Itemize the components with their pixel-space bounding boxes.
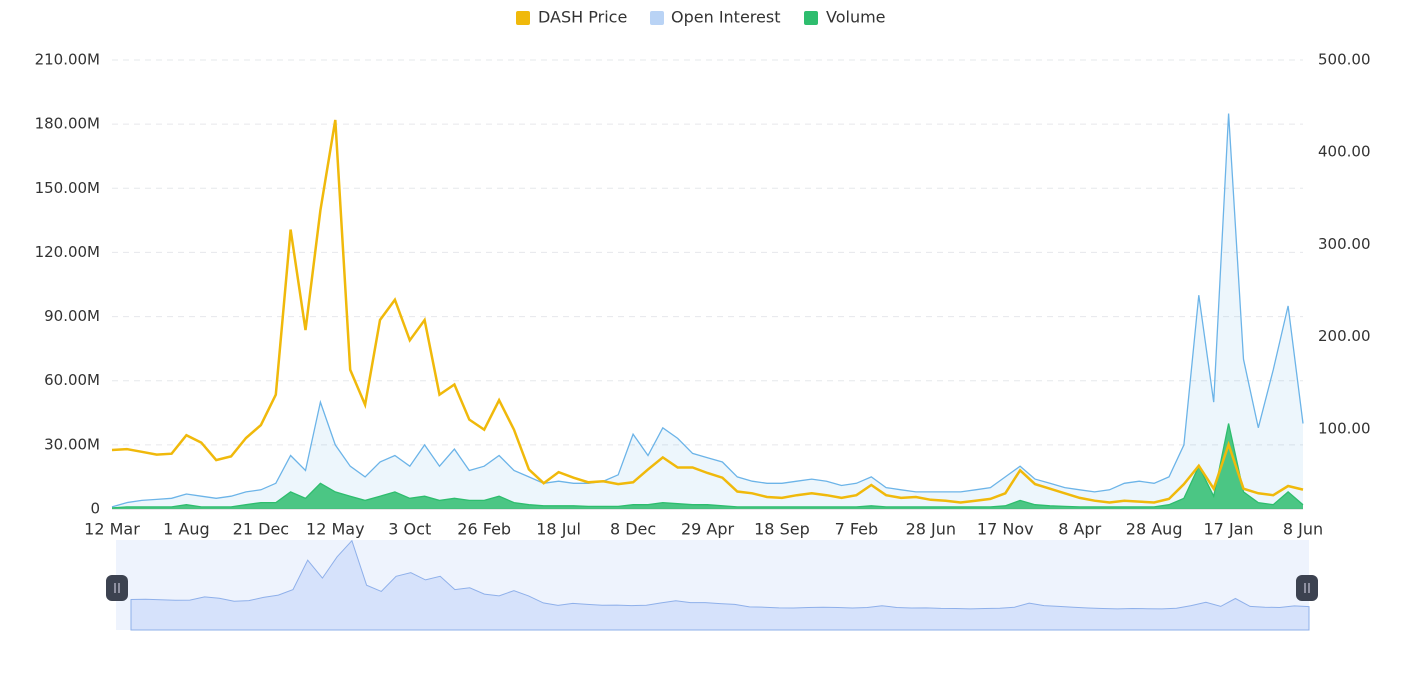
range-handle[interactable] xyxy=(1296,575,1318,601)
x-tick-label: 18 Jul xyxy=(536,520,581,539)
series-line xyxy=(111,423,1304,509)
y2-tick-label: 500.00 xyxy=(1318,51,1371,69)
x-tick-label: 8 Dec xyxy=(610,520,656,539)
legend-swatch[interactable] xyxy=(650,11,664,25)
y-tick-label: 120.00M xyxy=(35,243,100,261)
y2-tick-label: 200.00 xyxy=(1318,327,1371,345)
legend-swatch[interactable] xyxy=(516,11,530,25)
y-tick-label: 60.00M xyxy=(44,371,100,389)
x-tick-label: 17 Jan xyxy=(1204,520,1254,539)
x-tick-label: 7 Feb xyxy=(835,520,879,539)
series-line xyxy=(111,113,1304,508)
y-tick-label: 210.00M xyxy=(35,51,100,69)
area xyxy=(112,423,1303,509)
x-tick-label: 12 May xyxy=(306,520,365,539)
x-tick-label: 1 Aug xyxy=(163,520,210,539)
x-tick-label: 28 Jun xyxy=(906,520,956,539)
x-tick-label: 8 Apr xyxy=(1058,520,1101,539)
series-line xyxy=(111,119,1304,504)
x-tick-label: 3 Oct xyxy=(388,520,431,539)
x-tick-label: 8 Jun xyxy=(1283,520,1323,539)
y-tick-label: 0 xyxy=(90,500,100,518)
y2-tick-label: 100.00 xyxy=(1318,419,1371,437)
legend-label[interactable]: Open Interest xyxy=(671,8,780,27)
legend-label[interactable]: Volume xyxy=(826,8,886,27)
area xyxy=(112,113,1303,509)
x-tick-label: 26 Feb xyxy=(457,520,511,539)
y-tick-label: 30.00M xyxy=(44,435,100,453)
x-tick-label: 21 Dec xyxy=(233,520,289,539)
y2-tick-label: 400.00 xyxy=(1318,143,1371,161)
x-tick-label: 28 Aug xyxy=(1126,520,1183,539)
x-tick-label: 17 Nov xyxy=(977,520,1034,539)
range-handle[interactable] xyxy=(106,575,128,601)
legend-label[interactable]: DASH Price xyxy=(538,8,627,27)
x-tick-label: 12 Mar xyxy=(84,520,140,539)
legend-swatch[interactable] xyxy=(804,11,818,25)
navigator-area xyxy=(130,539,1310,631)
y-tick-label: 180.00M xyxy=(35,115,100,133)
y2-tick-label: 300.00 xyxy=(1318,235,1371,253)
y-tick-label: 90.00M xyxy=(44,307,100,325)
x-tick-label: 18 Sep xyxy=(754,520,810,539)
y-tick-label: 150.00M xyxy=(35,179,100,197)
x-tick-label: 29 Apr xyxy=(681,520,735,539)
